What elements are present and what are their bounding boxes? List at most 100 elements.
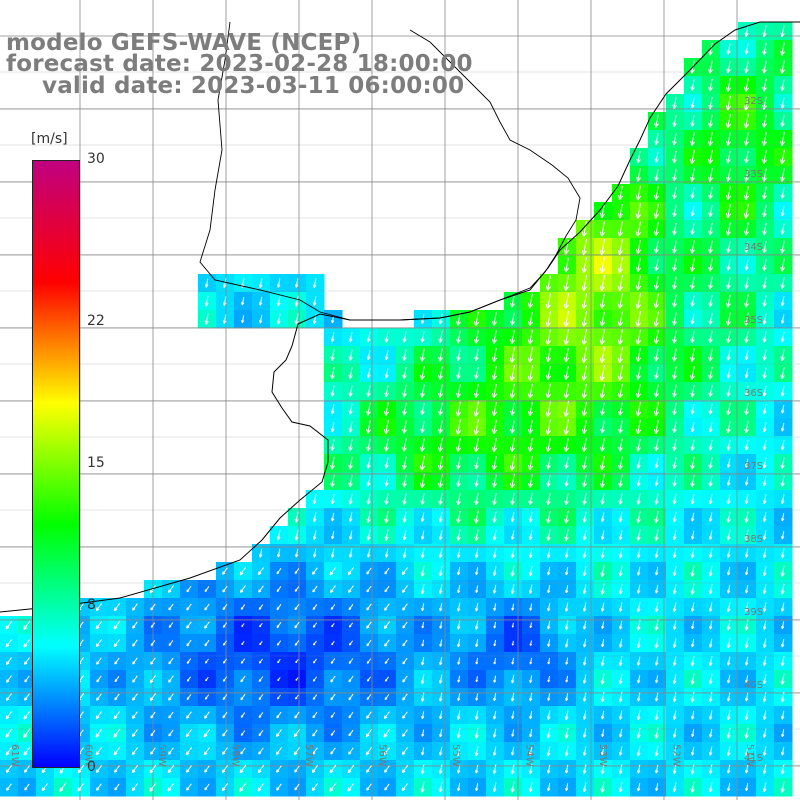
wind-arrow [618, 602, 623, 612]
wind-arrow [241, 623, 245, 628]
wind-arrow [654, 548, 659, 559]
wind-arrow [150, 711, 156, 719]
wind-arrow [708, 348, 713, 362]
wind-arrow [330, 456, 335, 470]
wind-arrow [527, 383, 533, 399]
wind-arrow [744, 764, 749, 774]
wind-arrow [600, 530, 605, 540]
wind-arrow [241, 641, 245, 646]
wind-arrow [582, 710, 587, 720]
wind-arrow [690, 313, 695, 325]
wind-arrow [204, 295, 209, 307]
wind-arrow [275, 729, 282, 737]
border-line [319, 29, 581, 321]
wind-arrow [95, 710, 103, 720]
wind-arrow [762, 548, 767, 558]
wind-arrow [475, 676, 479, 683]
wind-arrow [348, 604, 354, 611]
wind-arrow [510, 294, 515, 308]
wind-arrow [636, 566, 641, 576]
wind-arrow [672, 584, 677, 595]
wind-arrow [726, 619, 731, 631]
wind-arrow [726, 692, 731, 702]
wind-arrow [547, 675, 551, 683]
wind-arrow [780, 494, 785, 504]
wind-arrow [114, 693, 120, 701]
wind-arrow [222, 711, 228, 719]
wind-arrow [690, 547, 695, 559]
wind-arrow [510, 530, 515, 540]
wind-arrow [438, 493, 443, 506]
wind-arrow [150, 729, 156, 737]
wind-arrow [511, 622, 514, 628]
wind-arrow [690, 205, 695, 217]
wind-arrow [366, 676, 371, 682]
wind-arrow [600, 402, 605, 416]
wind-arrow [348, 622, 353, 628]
wind-arrow [204, 278, 209, 288]
wind-arrow [438, 746, 443, 756]
wind-arrow [457, 566, 461, 576]
wind-arrow [690, 673, 695, 685]
wind-arrow [510, 763, 515, 775]
wind-arrow [95, 765, 102, 773]
wind-arrow [545, 366, 552, 381]
wind-arrow [708, 692, 713, 703]
wind-arrow [726, 132, 731, 146]
wind-arrow [762, 295, 767, 307]
wind-arrow [780, 691, 785, 703]
wind-arrow [402, 438, 407, 452]
wind-arrow [384, 368, 389, 379]
wind-arrow [690, 403, 695, 415]
wind-arrow [654, 584, 659, 594]
wind-arrow [563, 329, 569, 346]
wind-arrow [222, 729, 228, 737]
wind-arrow [672, 312, 677, 326]
wind-arrow [654, 438, 659, 452]
wind-arrow [653, 420, 659, 435]
wind-arrow [743, 113, 750, 129]
colorbar-unit: [m/s] [31, 131, 68, 147]
wind-arrow [528, 493, 533, 506]
wind-arrow [762, 746, 767, 756]
wind-arrow [744, 222, 749, 236]
wind-arrow [421, 639, 425, 647]
wind-arrow [672, 710, 677, 720]
wind-arrow [672, 150, 677, 164]
wind-arrow [780, 349, 785, 362]
wind-arrow [384, 493, 389, 505]
wind-arrow [654, 457, 659, 469]
wind-arrow [204, 313, 209, 325]
wind-arrow [581, 221, 587, 238]
wind-arrow [780, 205, 785, 217]
wind-arrow [527, 438, 534, 453]
wind-arrow [617, 329, 623, 345]
wind-arrow [780, 258, 785, 272]
wind-arrow [420, 421, 425, 434]
wind-arrow [475, 567, 479, 576]
wind-arrow [654, 493, 659, 505]
wind-arrow [439, 729, 443, 738]
wind-arrow [402, 402, 407, 416]
wind-arrow [618, 656, 623, 666]
wind-arrow [690, 781, 695, 793]
wind-arrow [547, 693, 551, 701]
wind-arrow [258, 585, 264, 593]
wind-arrow [781, 513, 785, 522]
wind-arrow [708, 565, 713, 577]
wind-arrow [690, 512, 695, 522]
wind-arrow [348, 747, 354, 755]
wind-arrow [672, 132, 677, 146]
wind-arrow [474, 492, 479, 506]
wind-arrow [672, 457, 677, 469]
wind-arrow [402, 621, 408, 629]
wind-arrow [366, 548, 371, 558]
wind-arrow [708, 205, 713, 218]
wind-arrow [690, 655, 695, 667]
wind-arrow [294, 295, 299, 307]
wind-arrow [402, 456, 407, 470]
wind-arrow [401, 567, 409, 576]
wind-arrow [312, 585, 318, 593]
wind-arrow [511, 674, 515, 684]
wind-arrow [474, 384, 479, 399]
